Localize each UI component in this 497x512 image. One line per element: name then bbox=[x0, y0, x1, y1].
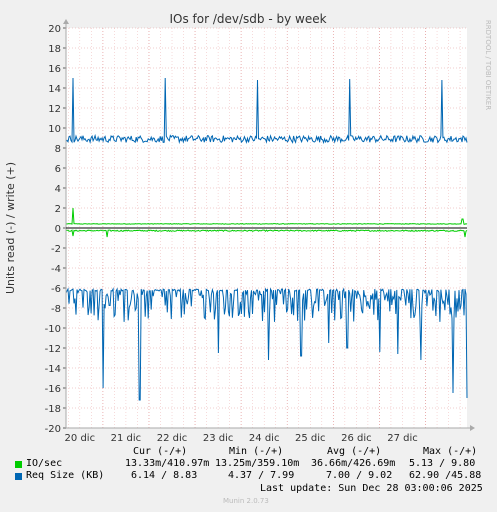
y-tick-label: 4 bbox=[55, 184, 61, 195]
y-tick-label: 16 bbox=[48, 64, 61, 75]
legend-avg-req: 7.00 / 9.02 bbox=[326, 470, 393, 481]
last-update: Last update: Sun Dec 28 03:00:06 2025 bbox=[260, 483, 483, 494]
series-line-write-req-size bbox=[65, 77, 468, 145]
x-tick-label: 23 dic bbox=[203, 433, 234, 444]
y-tick-label: -16 bbox=[45, 384, 61, 395]
legend-swatch-io bbox=[15, 461, 22, 468]
series-line-read-io bbox=[65, 229, 468, 238]
legend-max-req: 62.90 /45.88 bbox=[409, 470, 482, 481]
y-tick-label: -8 bbox=[51, 304, 61, 315]
y-tick-label: -2 bbox=[51, 244, 61, 255]
y-tick-label: 8 bbox=[55, 144, 61, 155]
y-tick-label: 18 bbox=[48, 44, 61, 55]
y-tick-label: 2 bbox=[55, 204, 61, 215]
y-tick-label: -12 bbox=[45, 344, 61, 355]
legend-avg-io: 36.66m/426.69m bbox=[311, 458, 396, 469]
munin-version: Munin 2.0.73 bbox=[223, 497, 269, 505]
y-tick-label: 12 bbox=[48, 104, 61, 115]
x-axis-arrow bbox=[470, 425, 475, 431]
y-tick-label: 0 bbox=[55, 224, 61, 235]
x-tick-label: 26 dic bbox=[341, 433, 372, 444]
y-tick-label: 6 bbox=[55, 164, 61, 175]
legend-header-max: Max (-/+) bbox=[423, 446, 478, 457]
y-tick-label: 10 bbox=[48, 124, 61, 135]
series-line-read-req-size bbox=[65, 287, 468, 401]
x-tick-label: 21 dic bbox=[111, 433, 142, 444]
legend-header-min: Min (-/+) bbox=[229, 446, 284, 457]
legend-header-avg: Avg (-/+) bbox=[327, 446, 382, 457]
x-tick-label: 27 dic bbox=[387, 433, 418, 444]
legend-min-req: 4.37 / 7.99 bbox=[228, 470, 295, 481]
x-tick-label: 25 dic bbox=[295, 433, 326, 444]
y-tick-label: -14 bbox=[45, 364, 61, 375]
legend-max-io: 5.13 / 9.80 bbox=[409, 458, 476, 469]
legend-cur-io: 13.33m/410.97m bbox=[125, 458, 210, 469]
legend-min-io: 13.25m/359.10m bbox=[215, 458, 300, 469]
y-axis-label: Units read (-) / write (+) bbox=[4, 162, 17, 294]
y-axis-arrow bbox=[63, 19, 69, 24]
legend-name-req: Req Size (KB) bbox=[26, 470, 105, 481]
legend-swatch-req bbox=[15, 473, 22, 480]
legend-name-io: IO/sec bbox=[26, 458, 63, 469]
y-tick-label: 20 bbox=[48, 24, 61, 35]
legend-header-cur: Cur (-/+) bbox=[133, 446, 188, 457]
y-tick-label: -6 bbox=[51, 284, 61, 295]
x-tick-label: 24 dic bbox=[249, 433, 280, 444]
x-tick-label: 22 dic bbox=[157, 433, 188, 444]
y-tick-label: -20 bbox=[45, 424, 61, 435]
y-tick-label: -4 bbox=[51, 264, 61, 275]
legend-cur-req: 6.14 / 8.83 bbox=[131, 470, 198, 481]
y-tick-label: 14 bbox=[48, 84, 61, 95]
y-tick-label: -10 bbox=[45, 324, 61, 335]
x-tick-label: 20 dic bbox=[65, 433, 96, 444]
rrdtool-label: RRDTOOL / TOBI OETIKER bbox=[484, 20, 492, 110]
series-line-write-io bbox=[65, 207, 468, 225]
chart-title: IOs for /dev/sdb - by week bbox=[169, 12, 326, 26]
y-tick-label: -18 bbox=[45, 404, 61, 415]
